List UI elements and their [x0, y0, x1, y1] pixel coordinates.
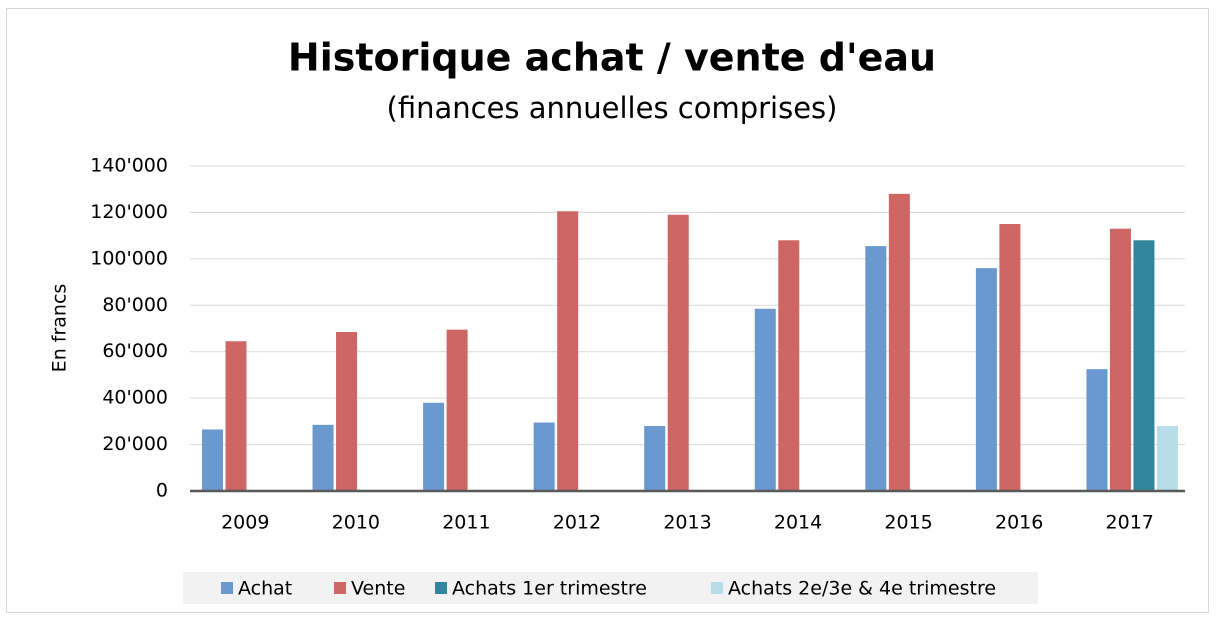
bar: [1156, 426, 1178, 491]
legend-label: Vente: [351, 578, 405, 600]
x-tick-label: 2009: [221, 512, 269, 534]
bar: [557, 211, 579, 491]
bar: [865, 246, 887, 491]
bar: [1109, 228, 1131, 491]
legend-box: [183, 572, 1038, 604]
y-tick-label: 60'000: [102, 340, 168, 362]
legend-swatch: [435, 582, 447, 594]
x-tick-label: 2016: [995, 512, 1043, 534]
bar: [225, 341, 247, 491]
bar: [644, 426, 666, 491]
x-tick-label: 2011: [442, 512, 490, 534]
legend-swatch: [221, 582, 233, 594]
bar: [667, 214, 689, 491]
y-tick-label: 0: [156, 480, 168, 502]
bar: [202, 429, 223, 491]
x-tick-label: 2015: [884, 512, 932, 534]
x-tick-label: 2013: [663, 512, 711, 534]
y-tick-label: 20'000: [102, 433, 168, 455]
bar: [1133, 240, 1155, 491]
y-axis-label: En francs: [49, 284, 71, 373]
bar: [336, 331, 358, 491]
bar: [423, 402, 445, 491]
bar: [533, 422, 555, 491]
bar: [999, 224, 1021, 492]
y-tick-label: 140'000: [90, 155, 168, 177]
legend-swatch: [334, 582, 346, 594]
bar: [1086, 369, 1108, 491]
legend-label: Achats 2e/3e & 4e trimestre: [728, 578, 996, 600]
chart-subtitle: (finances annuelles comprises): [387, 91, 838, 125]
bar: [754, 308, 776, 491]
y-tick-label: 80'000: [102, 294, 168, 316]
x-tick-label: 2014: [774, 512, 822, 534]
legend-swatch: [711, 582, 723, 594]
y-tick-label: 40'000: [102, 387, 168, 409]
bar: [778, 240, 800, 491]
y-tick-label: 100'000: [90, 247, 168, 269]
legend-label: Achat: [238, 578, 292, 600]
bar: [446, 329, 468, 491]
legend-label: Achats 1er trimestre: [452, 578, 647, 600]
bar: [888, 193, 910, 491]
x-tick-label: 2017: [1106, 512, 1154, 534]
bar: [312, 424, 334, 491]
x-tick-label: 2012: [553, 512, 601, 534]
bar: [975, 268, 997, 491]
y-tick-label: 120'000: [90, 201, 168, 223]
chart-title: Historique achat / vente d'eau: [288, 36, 936, 80]
x-tick-label: 2010: [332, 512, 380, 534]
